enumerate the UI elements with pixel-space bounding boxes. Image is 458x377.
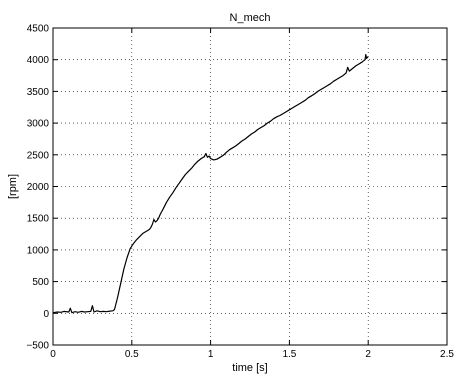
y-tick-labels: −500 0 500 1000 1500 2000 2500 3000 3500 4000 4500 (26, 24, 49, 352)
y-tick-label: 3500 (27, 87, 50, 98)
y-axis-label: [rpm] (7, 174, 19, 199)
x-tick-label: 1.5 (282, 349, 296, 360)
y-tick-label: 500 (32, 277, 49, 288)
x-tick-label: 2.5 (440, 349, 454, 360)
y-tick-label: 4500 (27, 24, 50, 35)
y-tick-label: 3000 (27, 119, 50, 130)
y-tick-label: 4000 (27, 55, 50, 66)
y-tick-label: 0 (43, 309, 49, 320)
chart-title: N_mech (230, 12, 271, 24)
series-line-n-mech (52, 53, 369, 314)
x-tick-label: 0 (50, 349, 56, 360)
x-tick-labels: 0 0.5 1 1.5 2 2.5 (50, 349, 454, 360)
y-tick-label: 1000 (27, 245, 50, 256)
grid-lines (53, 28, 447, 345)
x-axis-label: time [s] (232, 362, 267, 374)
y-tick-label: −500 (26, 341, 49, 352)
y-tick-label: 2500 (27, 150, 50, 161)
series-layer (52, 53, 369, 314)
y-tick-label: 1500 (27, 214, 50, 225)
x-tick-label: 1 (208, 349, 214, 360)
x-tick-label: 2 (365, 349, 371, 360)
x-tick-label: 0.5 (125, 349, 139, 360)
axis-ticks (52, 27, 448, 346)
y-tick-label: 2000 (27, 182, 50, 193)
